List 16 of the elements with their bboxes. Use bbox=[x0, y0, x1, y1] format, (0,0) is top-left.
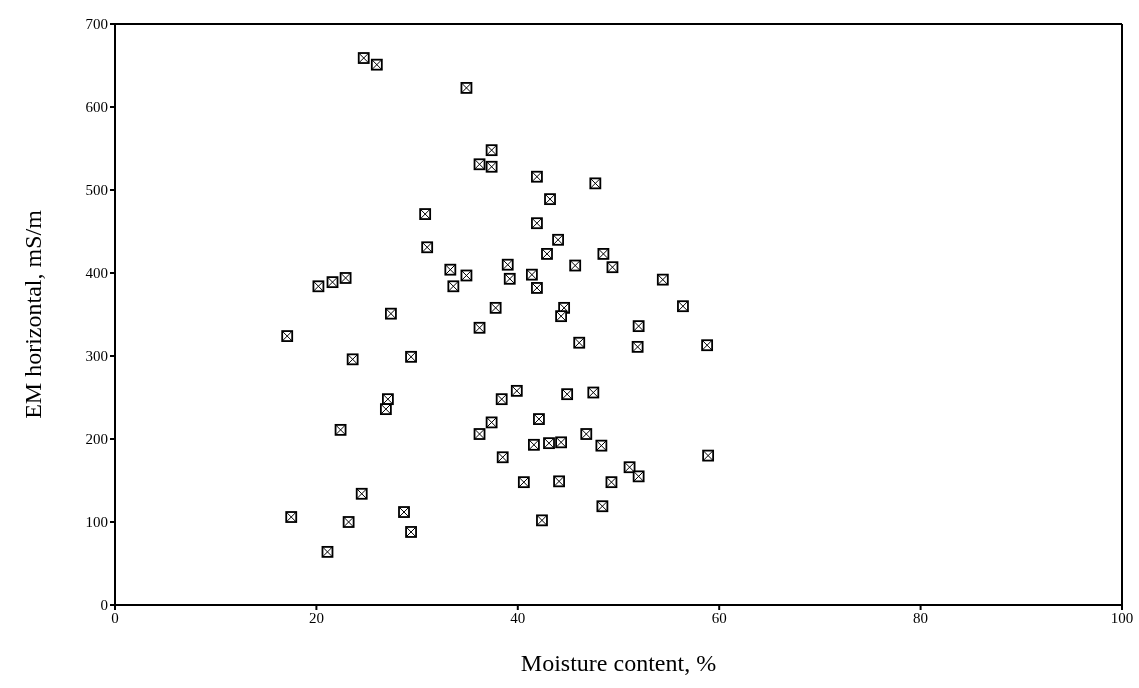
y-tick-label: 300 bbox=[85, 348, 108, 365]
y-tick-label: 0 bbox=[100, 597, 108, 614]
y-tick-label: 200 bbox=[85, 431, 108, 448]
x-tick-label: 60 bbox=[711, 609, 727, 626]
x-axis-title: Moisture content, % bbox=[520, 650, 717, 676]
y-tick-label: 600 bbox=[85, 99, 108, 116]
x-tick-label: 20 bbox=[308, 609, 324, 626]
y-axis-title: EM horizontal, mS/m bbox=[19, 209, 46, 419]
x-tick-label: 100 bbox=[1110, 609, 1134, 626]
y-tick-label: 100 bbox=[85, 514, 108, 531]
y-tick-label: 400 bbox=[85, 265, 108, 282]
x-tick-label: 0 bbox=[111, 609, 119, 626]
x-tick-label: 40 bbox=[510, 609, 526, 626]
x-tick-label: 80 bbox=[913, 609, 929, 626]
y-tick-label: 700 bbox=[85, 16, 108, 33]
y-tick-label: 500 bbox=[85, 182, 108, 199]
